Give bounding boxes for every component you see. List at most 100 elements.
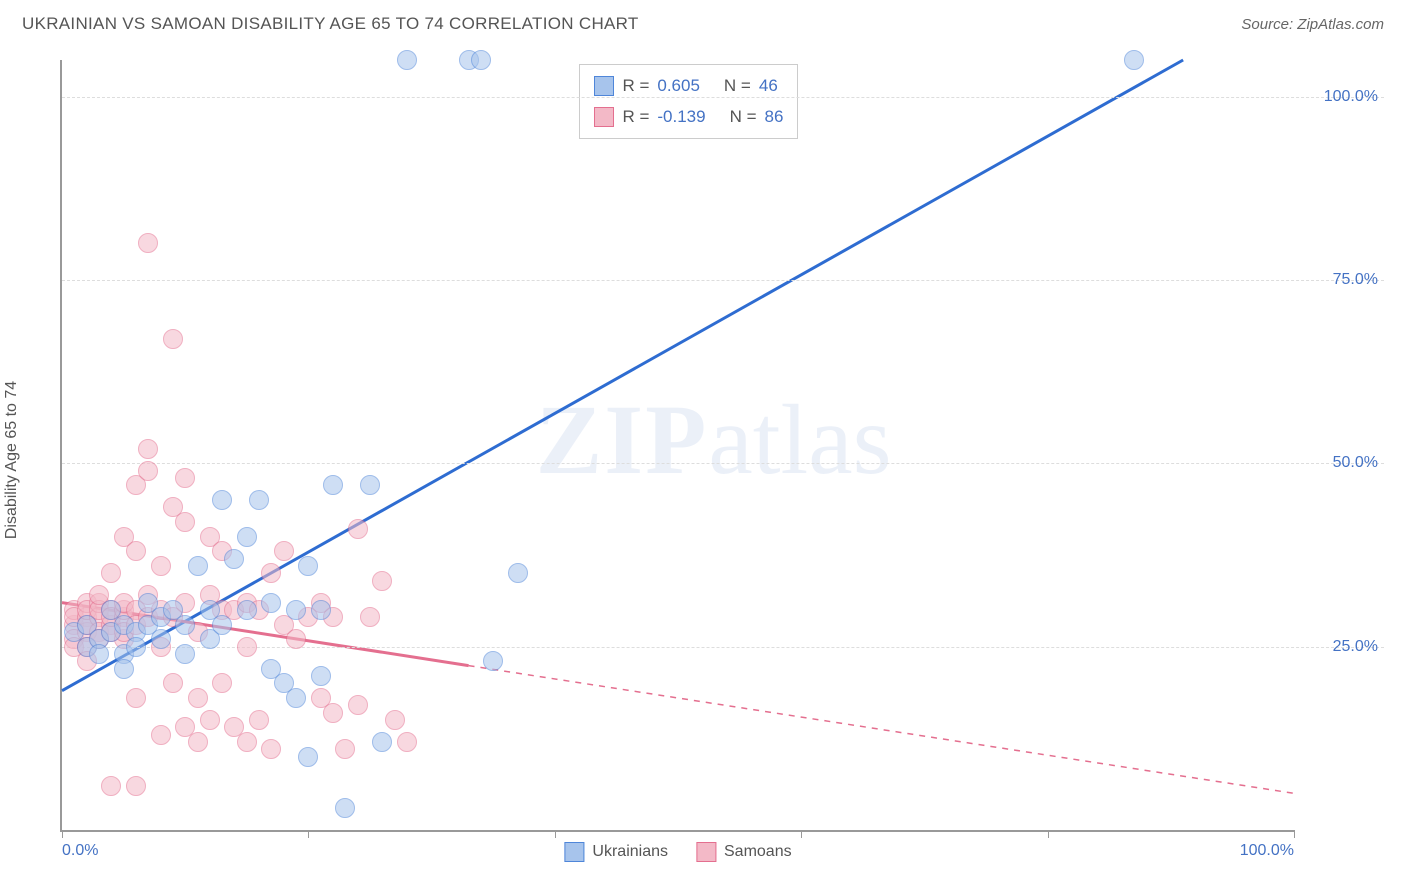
- stats-swatch: [594, 107, 614, 127]
- data-point: [126, 541, 146, 561]
- data-point: [348, 695, 368, 715]
- legend-item-ukrainians: Ukrainians: [564, 842, 668, 862]
- source-attribution: Source: ZipAtlas.com: [1241, 16, 1384, 33]
- data-point: [126, 688, 146, 708]
- data-point: [261, 739, 281, 759]
- data-point: [249, 490, 269, 510]
- gridline: [62, 97, 1384, 98]
- data-point: [471, 50, 491, 70]
- y-tick-label: 75.0%: [1333, 271, 1378, 289]
- gridline: [62, 463, 1384, 464]
- stats-r-value: -0.139: [657, 102, 705, 133]
- x-tick: [62, 830, 63, 838]
- data-point: [138, 233, 158, 253]
- data-point: [114, 659, 134, 679]
- gridline: [62, 647, 1384, 648]
- x-tick: [801, 830, 802, 838]
- data-point: [360, 607, 380, 627]
- chart-title: UKRAINIAN VS SAMOAN DISABILITY AGE 65 TO…: [22, 14, 639, 34]
- data-point: [237, 637, 257, 657]
- data-point: [372, 571, 392, 591]
- data-point: [360, 475, 380, 495]
- data-point: [249, 710, 269, 730]
- data-point: [151, 725, 171, 745]
- stats-n-label: N =: [730, 102, 757, 133]
- data-point: [212, 673, 232, 693]
- data-point: [311, 666, 331, 686]
- stats-legend-row: R = -0.139 N = 86: [594, 102, 783, 133]
- source-link[interactable]: ZipAtlas.com: [1297, 16, 1384, 33]
- x-tick: [1048, 830, 1049, 838]
- data-point: [1124, 50, 1144, 70]
- legend-label-ukrainians: Ukrainians: [592, 843, 668, 861]
- data-point: [372, 732, 392, 752]
- data-point: [126, 776, 146, 796]
- data-point: [101, 776, 121, 796]
- watermark: ZIPatlas: [536, 382, 892, 497]
- data-point: [348, 519, 368, 539]
- stats-n-value: 86: [765, 102, 784, 133]
- data-point: [163, 673, 183, 693]
- data-point: [237, 600, 257, 620]
- data-point: [126, 637, 146, 657]
- data-point: [163, 329, 183, 349]
- data-point: [261, 593, 281, 613]
- stats-r-label: R =: [622, 102, 649, 133]
- plot-area: ZIPatlas R =0.605N =46R =-0.139N =86 Ukr…: [60, 60, 1294, 832]
- data-point: [286, 629, 306, 649]
- legend-label-samoans: Samoans: [724, 843, 792, 861]
- y-tick-label: 50.0%: [1333, 454, 1378, 472]
- series-legend: Ukrainians Samoans: [564, 842, 791, 862]
- data-point: [188, 732, 208, 752]
- y-tick-label: 100.0%: [1324, 88, 1378, 106]
- data-point: [212, 615, 232, 635]
- data-point: [237, 732, 257, 752]
- x-tick: [555, 830, 556, 838]
- data-point: [175, 644, 195, 664]
- data-point: [212, 490, 232, 510]
- data-point: [397, 50, 417, 70]
- correlation-stats-legend: R =0.605N =46R =-0.139N =86: [579, 64, 798, 139]
- data-point: [151, 629, 171, 649]
- data-point: [188, 688, 208, 708]
- x-tick-label: 0.0%: [62, 842, 98, 860]
- data-point: [89, 644, 109, 664]
- data-point: [188, 556, 208, 576]
- gridline: [62, 280, 1384, 281]
- source-label: Source:: [1241, 16, 1293, 33]
- data-point: [101, 563, 121, 583]
- data-point: [335, 798, 355, 818]
- x-tick: [1294, 830, 1295, 838]
- data-point: [286, 600, 306, 620]
- data-point: [237, 527, 257, 547]
- trend-line-extrapolated: [469, 666, 1294, 794]
- watermark-zip: ZIP: [536, 384, 709, 495]
- data-point: [298, 747, 318, 767]
- data-point: [483, 651, 503, 671]
- legend-swatch-ukrainians: [564, 842, 584, 862]
- data-point: [323, 703, 343, 723]
- trendlines-layer: [62, 60, 1294, 830]
- data-point: [335, 739, 355, 759]
- data-point: [311, 600, 331, 620]
- data-point: [323, 475, 343, 495]
- data-point: [224, 549, 244, 569]
- data-point: [508, 563, 528, 583]
- data-point: [138, 439, 158, 459]
- data-point: [397, 732, 417, 752]
- data-point: [274, 541, 294, 561]
- watermark-atlas: atlas: [708, 384, 891, 495]
- trend-line: [62, 60, 1183, 691]
- y-tick-label: 25.0%: [1333, 638, 1378, 656]
- data-point: [175, 468, 195, 488]
- data-point: [200, 710, 220, 730]
- data-point: [138, 461, 158, 481]
- data-point: [385, 710, 405, 730]
- data-point: [175, 615, 195, 635]
- x-tick-label: 100.0%: [1240, 842, 1294, 860]
- data-point: [175, 512, 195, 532]
- stats-swatch: [594, 76, 614, 96]
- y-axis-label: Disability Age 65 to 74: [3, 381, 21, 539]
- data-point: [286, 688, 306, 708]
- data-point: [151, 556, 171, 576]
